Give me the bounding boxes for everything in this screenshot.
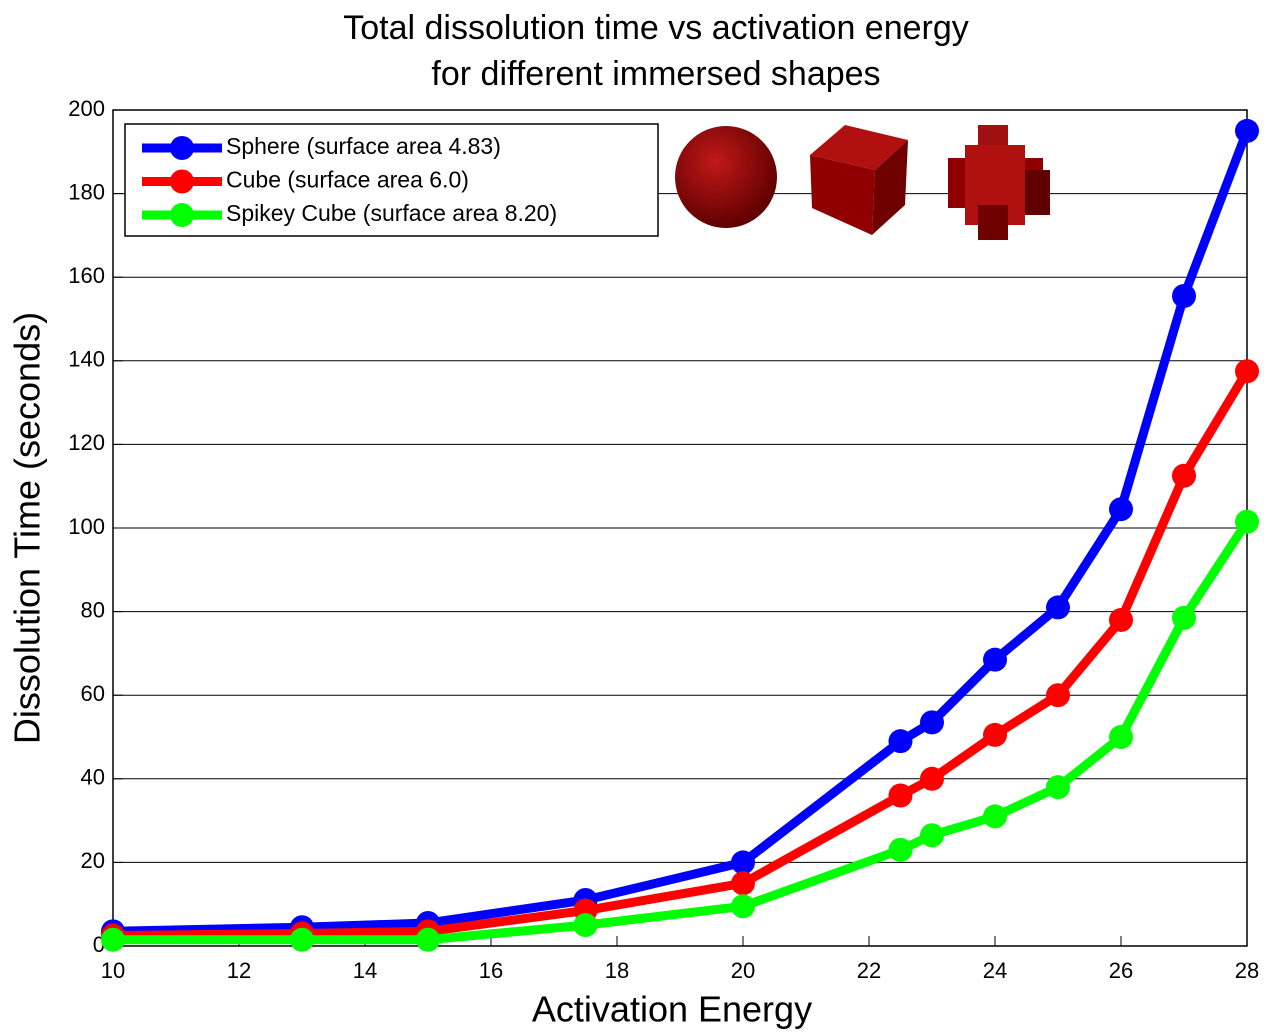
sphere-icon — [675, 126, 777, 228]
marker — [1172, 463, 1196, 488]
series-line — [112, 368, 1251, 941]
chart-title: Total dissolution time vs activation ene… — [343, 9, 969, 47]
y-tick-label: 60 — [81, 681, 105, 706]
marker — [920, 823, 944, 848]
marker — [888, 729, 913, 754]
series-line — [112, 129, 1252, 936]
marker — [1172, 605, 1196, 630]
marker — [731, 871, 755, 896]
marker — [1046, 683, 1070, 708]
marker — [731, 850, 755, 875]
y-tick-label: 140 — [68, 347, 105, 372]
x-tick-label: 26 — [1109, 958, 1133, 983]
x-tick-label: 14 — [353, 958, 377, 983]
marker — [1109, 725, 1133, 749]
marker — [1235, 359, 1259, 384]
y-tick-label: 20 — [81, 848, 105, 873]
series-line — [113, 519, 1251, 945]
y-tick-label: 160 — [68, 263, 105, 288]
marker — [290, 927, 314, 952]
marker — [1046, 595, 1070, 620]
y-tick-label: 180 — [68, 179, 105, 204]
legend-marker — [170, 203, 194, 227]
y-tick-label: 120 — [68, 430, 105, 455]
marker — [1235, 118, 1259, 143]
marker — [1109, 607, 1133, 632]
marker — [983, 804, 1007, 829]
y-tick-label: 80 — [81, 597, 105, 622]
marker — [983, 722, 1007, 747]
y-tick-label: 40 — [81, 765, 105, 790]
legend-marker — [170, 136, 194, 160]
chart-title: for different immersed shapes — [431, 55, 880, 93]
marker — [888, 783, 913, 808]
x-tick-label: 18 — [605, 958, 629, 983]
x-tick-label: 16 — [479, 958, 503, 983]
marker — [1172, 284, 1196, 309]
x-tick-label: 12 — [227, 958, 251, 983]
shape-icons — [675, 125, 1050, 240]
marker — [1109, 497, 1133, 522]
x-tick-label: 28 — [1235, 958, 1259, 983]
legend: Sphere (surface area 4.83) Cube (surface … — [124, 123, 659, 237]
x-axis-label: Activation Energy — [532, 989, 812, 1030]
marker — [1046, 775, 1070, 800]
y-tick-label: 200 — [68, 96, 105, 121]
marker — [920, 766, 944, 791]
x-tick-label: 20 — [731, 958, 755, 983]
y-axis-label: Dissolution Time (seconds) — [7, 312, 48, 744]
legend-text: Cube (surface area 6.0) — [226, 167, 469, 193]
y-tick-label: 100 — [68, 514, 105, 539]
marker — [888, 837, 913, 862]
x-tick-label: 24 — [983, 958, 1007, 983]
x-tick-label: 22 — [857, 958, 881, 983]
legend-marker — [170, 169, 194, 194]
legend-text: Spikey Cube (surface area 8.20) — [226, 200, 557, 226]
marker — [983, 647, 1007, 672]
cube-icon — [810, 125, 908, 235]
legend-text: Sphere (surface area 4.83) — [226, 133, 501, 159]
spikey-cube-icon — [948, 125, 1050, 240]
marker — [573, 913, 598, 938]
marker — [920, 710, 944, 735]
marker — [1235, 509, 1259, 534]
marker — [416, 927, 440, 952]
x-tick-label: 10 — [101, 958, 125, 983]
marker — [731, 894, 755, 919]
marker — [101, 927, 125, 952]
